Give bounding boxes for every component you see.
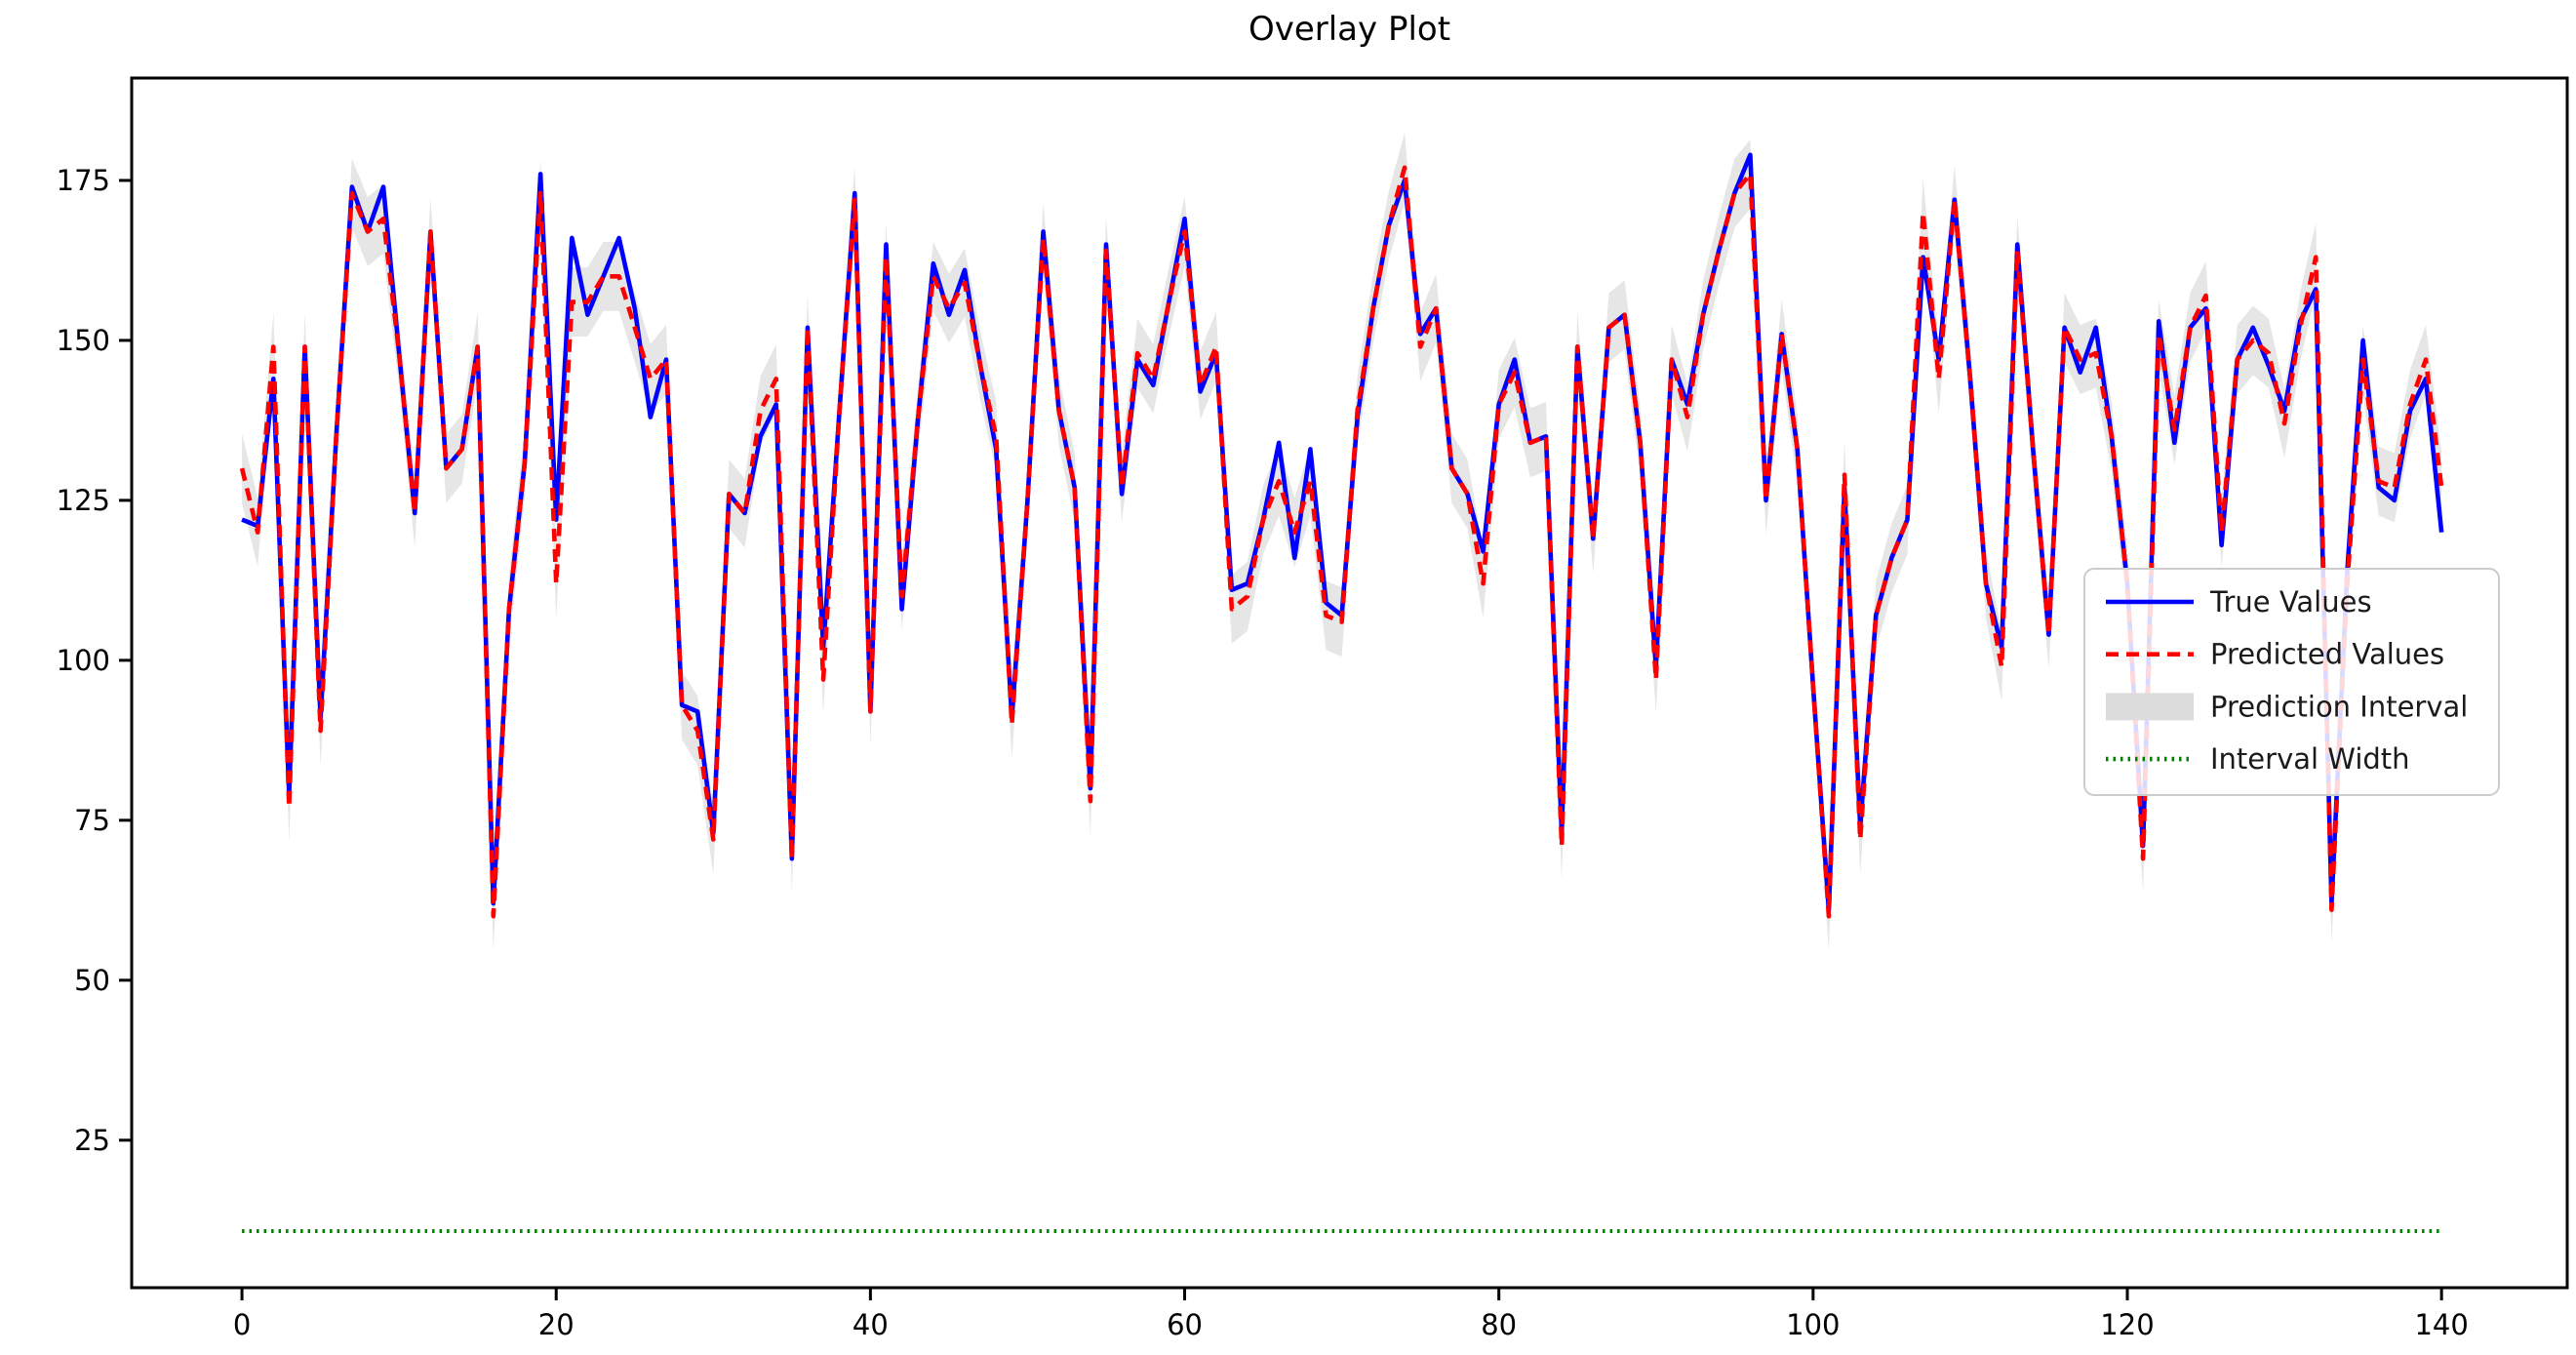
x-tick-label: 40 <box>852 1308 889 1341</box>
y-tick-label: 125 <box>57 484 110 517</box>
x-tick-label: 140 <box>2414 1308 2468 1341</box>
x-tick-label: 120 <box>2100 1308 2154 1341</box>
legend-true-values-label: True Values <box>2209 585 2372 618</box>
legend-prediction-interval-label: Prediction Interval <box>2210 690 2468 723</box>
legend-predicted-values-label: Predicted Values <box>2210 638 2444 671</box>
x-tick-label: 80 <box>1481 1308 1517 1341</box>
legend-interval-width: Interval Width <box>2106 742 2410 776</box>
chart-title: Overlay Plot <box>1248 10 1451 49</box>
y-tick-label: 50 <box>74 964 110 997</box>
x-tick-label: 100 <box>1786 1308 1840 1341</box>
true-values-line <box>241 152 2444 912</box>
legend-prediction-interval: Prediction Interval <box>2106 690 2468 723</box>
y-tick-label: 25 <box>74 1124 110 1157</box>
x-tick-label: 20 <box>538 1308 575 1341</box>
legend: True Values Predicted Values Prediction In… <box>2083 568 2500 796</box>
legend-interval-width-label: Interval Width <box>2210 742 2410 776</box>
y-tick-label: 100 <box>57 644 110 677</box>
predicted-values-line <box>239 165 2444 919</box>
y-axis: 25 50 75 100 125 150 175 <box>57 164 132 1157</box>
x-tick-label: 0 <box>233 1308 251 1341</box>
y-tick-label: 75 <box>74 804 110 837</box>
legend-prediction-interval-sample <box>2106 693 2194 721</box>
y-tick-label: 150 <box>57 324 110 357</box>
legend-predicted-values: Predicted Values <box>2106 638 2444 671</box>
x-tick-label: 60 <box>1167 1308 1203 1341</box>
y-tick-label: 175 <box>57 164 110 197</box>
axes-spines <box>130 76 2569 1290</box>
x-axis: 0 20 40 60 80 100 120 140 <box>233 1288 2469 1341</box>
legend-true-values: True Values <box>2106 585 2372 618</box>
